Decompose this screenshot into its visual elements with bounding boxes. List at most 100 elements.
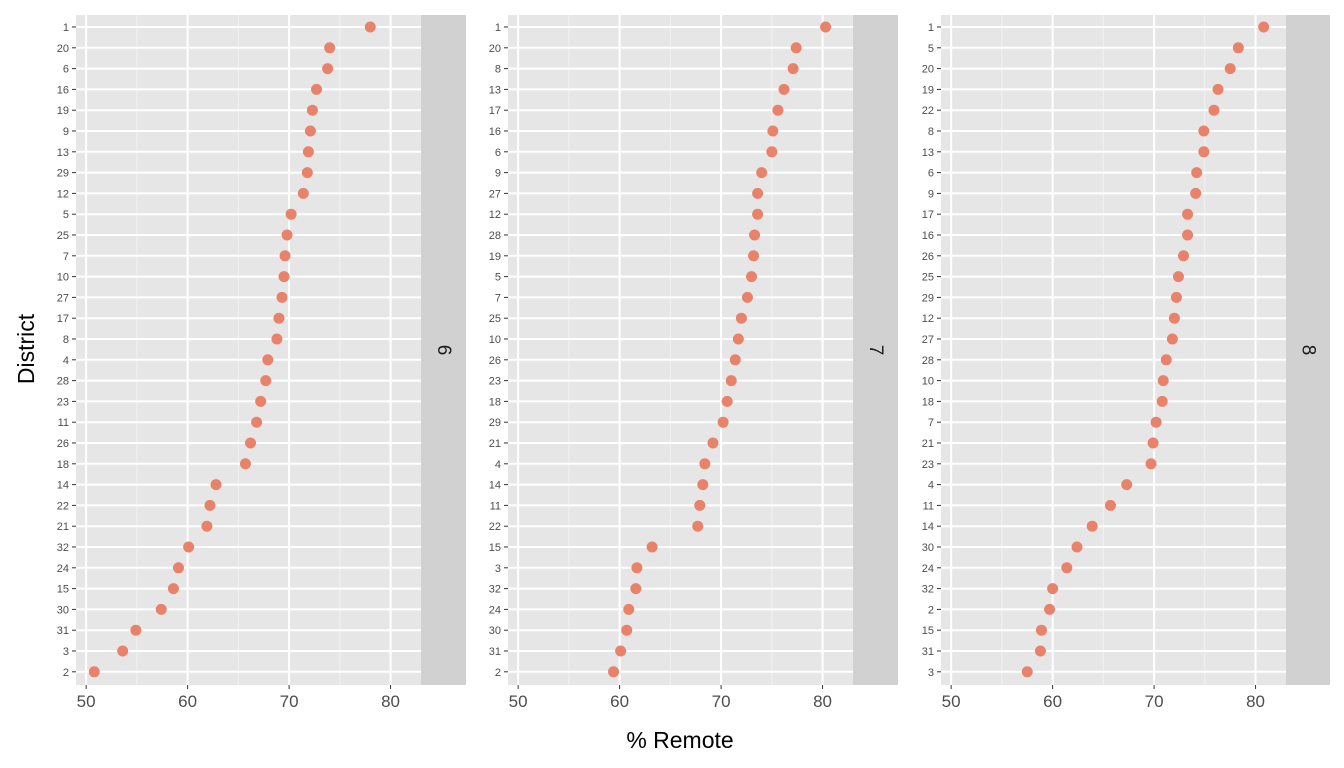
x-tick-label: 80 [813, 692, 832, 711]
data-point [273, 312, 285, 324]
facet-strip [853, 15, 898, 685]
data-point [210, 479, 222, 491]
data-point [1208, 104, 1220, 116]
data-point [281, 229, 293, 241]
data-point [167, 583, 179, 595]
y-tick-label: 32 [922, 584, 934, 596]
data-point [304, 125, 316, 137]
y-tick-label: 32 [57, 542, 69, 554]
y-axis-title: District [13, 313, 39, 384]
data-point [271, 333, 283, 345]
y-tick-label: 20 [922, 64, 934, 76]
y-tick-label: 6 [63, 64, 69, 76]
data-point [748, 250, 760, 262]
data-point [297, 187, 309, 199]
panel-background [76, 15, 421, 685]
data-point [364, 21, 376, 33]
y-tick-label: 27 [57, 292, 69, 304]
y-tick-label: 11 [490, 500, 501, 512]
data-point [245, 437, 257, 449]
panel-8: 50 60 70 8015201922813691716262529122728101… [922, 15, 1330, 711]
y-tick-label: 24 [57, 563, 69, 575]
data-point [260, 375, 272, 387]
y-tick-label: 23 [57, 396, 69, 408]
facet-strip [1286, 15, 1330, 685]
y-tick-label: 16 [489, 126, 501, 138]
y-tick-label: 12 [922, 313, 934, 325]
data-point [735, 312, 747, 324]
data-point [1104, 499, 1116, 511]
y-tick-label: 15 [922, 625, 934, 637]
data-point [1071, 541, 1083, 553]
data-point [1172, 271, 1184, 283]
data-point [752, 208, 764, 220]
y-tick-label: 21 [57, 521, 69, 533]
y-tick-label: 14 [489, 480, 501, 492]
data-point [1145, 458, 1157, 470]
y-tick-label: 8 [928, 126, 934, 138]
y-tick-label: 21 [922, 438, 934, 450]
data-point [1166, 333, 1178, 345]
y-tick-label: 12 [57, 188, 69, 200]
y-tick-label: 6 [928, 168, 934, 180]
y-tick-label: 22 [57, 500, 69, 512]
data-point [1121, 479, 1133, 491]
y-tick-label: 30 [489, 625, 501, 637]
y-tick-label: 4 [495, 459, 501, 471]
data-point [721, 395, 733, 407]
y-tick-label: 28 [922, 355, 934, 367]
data-point [615, 645, 627, 657]
y-tick-label: 5 [495, 272, 501, 284]
y-tick-label: 1 [63, 22, 69, 34]
data-point [1147, 437, 1159, 449]
data-point [1044, 603, 1056, 615]
data-point [820, 21, 832, 33]
data-point [1061, 562, 1073, 574]
data-point [1150, 416, 1162, 428]
x-tick-label: 50 [509, 692, 528, 711]
data-point [717, 416, 729, 428]
y-tick-label: 19 [57, 105, 69, 117]
y-tick-label: 14 [922, 521, 934, 533]
data-point [1086, 520, 1098, 532]
x-tick-label: 70 [280, 692, 299, 711]
data-point [623, 603, 635, 615]
y-tick-label: 20 [489, 43, 501, 55]
data-point [1191, 167, 1203, 179]
data-point [117, 645, 129, 657]
y-tick-label: 3 [495, 563, 501, 575]
data-point [608, 666, 620, 678]
data-point [201, 520, 213, 532]
data-point [630, 583, 642, 595]
data-point [302, 146, 314, 158]
data-point [204, 499, 216, 511]
data-point [322, 63, 334, 75]
data-point [1224, 63, 1236, 75]
y-tick-label: 6 [495, 147, 501, 159]
y-tick-label: 1 [928, 22, 934, 34]
facet-strip-label: 8 [1298, 345, 1319, 356]
y-tick-label: 18 [489, 396, 501, 408]
y-tick-label: 27 [922, 334, 934, 346]
y-tick-label: 2 [63, 667, 69, 679]
y-tick-label: 11 [58, 417, 69, 429]
y-tick-label: 1 [495, 22, 501, 34]
data-point [1190, 187, 1202, 199]
y-tick-label: 20 [57, 43, 69, 55]
y-tick-label: 8 [495, 64, 501, 76]
panel-7: 50 60 70 8012081317166927122819572510262318… [489, 15, 898, 711]
data-point [172, 562, 184, 574]
y-tick-label: 5 [928, 43, 934, 55]
y-tick-label: 18 [57, 459, 69, 471]
data-point [697, 479, 709, 491]
x-tick-label: 60 [610, 692, 629, 711]
data-point [741, 291, 753, 303]
y-tick-label: 11 [923, 500, 934, 512]
x-tick-label: 60 [178, 692, 197, 711]
x-tick-label: 70 [1145, 692, 1164, 711]
x-tick-label: 60 [1043, 692, 1062, 711]
y-tick-label: 2 [928, 604, 934, 616]
data-point [732, 333, 744, 345]
y-tick-label: 26 [57, 438, 69, 450]
y-tick-label: 2 [495, 667, 501, 679]
